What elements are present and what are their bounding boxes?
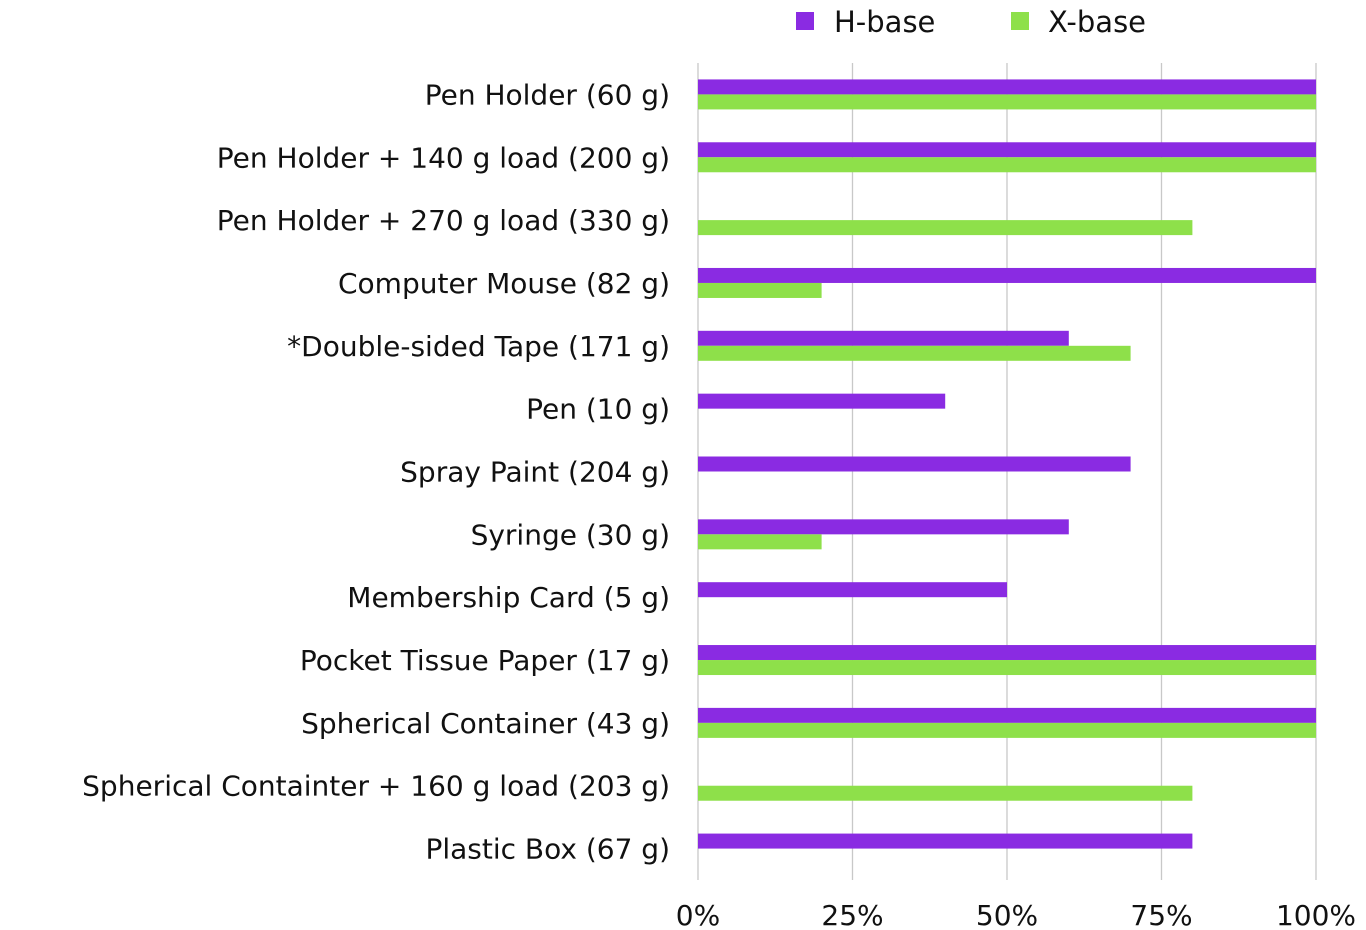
legend-label: X-base [1048, 5, 1146, 39]
bar-h-base [698, 833, 1193, 849]
bar-x-base [698, 94, 1316, 110]
bar-h-base [698, 707, 1316, 723]
x-tick-label: 0% [676, 899, 720, 930]
bar-h-base [698, 519, 1069, 535]
bars [698, 79, 1316, 849]
x-tick-label: 50% [976, 899, 1038, 930]
legend: H-base X-base [796, 5, 1146, 39]
category-label: Computer Mouse (82 g) [338, 267, 670, 300]
category-label: Membership Card (5 g) [347, 581, 670, 614]
bar-h-base [698, 645, 1316, 661]
bar-x-base [698, 722, 1316, 738]
bar-h-base [698, 456, 1131, 472]
bar-x-base [698, 660, 1316, 676]
x-tick-label: 75% [1130, 899, 1192, 930]
bar-h-base [698, 79, 1316, 95]
category-label: Syringe (30 g) [471, 518, 670, 551]
legend-label: H-base [834, 5, 935, 39]
bar-h-base [698, 582, 1007, 598]
category-label: Plastic Box (67 g) [425, 833, 670, 866]
category-label: Pen Holder + 140 g load (200 g) [217, 141, 670, 174]
x-tick-label: 100% [1276, 899, 1356, 930]
bar-x-base [698, 534, 822, 550]
bar-x-base [698, 345, 1131, 361]
category-label: Spherical Container (43 g) [301, 707, 670, 740]
category-label: Pen Holder + 270 g load (330 g) [217, 204, 670, 237]
category-labels: Pen Holder (60 g) Pen Holder + 140 g load… [82, 78, 670, 865]
legend-swatch-x-base [1011, 12, 1029, 30]
category-label: Spherical Containter + 160 g load (203 g… [82, 770, 670, 803]
bar-h-base [698, 142, 1316, 158]
category-label: Pen (10 g) [526, 393, 670, 426]
legend-swatch-h-base [796, 12, 814, 30]
bar-h-base [698, 330, 1069, 346]
x-tick-labels: 0% 25% 50% 75% 100% [676, 899, 1356, 930]
bar-x-base [698, 785, 1193, 801]
category-label: Pen Holder (60 g) [425, 78, 670, 111]
x-tick-label: 25% [821, 899, 883, 930]
category-label: Pocket Tissue Paper (17 g) [300, 644, 670, 677]
category-label: Spray Paint (204 g) [400, 456, 670, 489]
bar-x-base [698, 157, 1316, 173]
bar-h-base [698, 393, 946, 409]
category-label: *Double-sided Tape (171 g) [287, 330, 670, 363]
bar-x-base [698, 220, 1193, 236]
bar-x-base [698, 282, 822, 298]
bar-h-base [698, 267, 1316, 283]
